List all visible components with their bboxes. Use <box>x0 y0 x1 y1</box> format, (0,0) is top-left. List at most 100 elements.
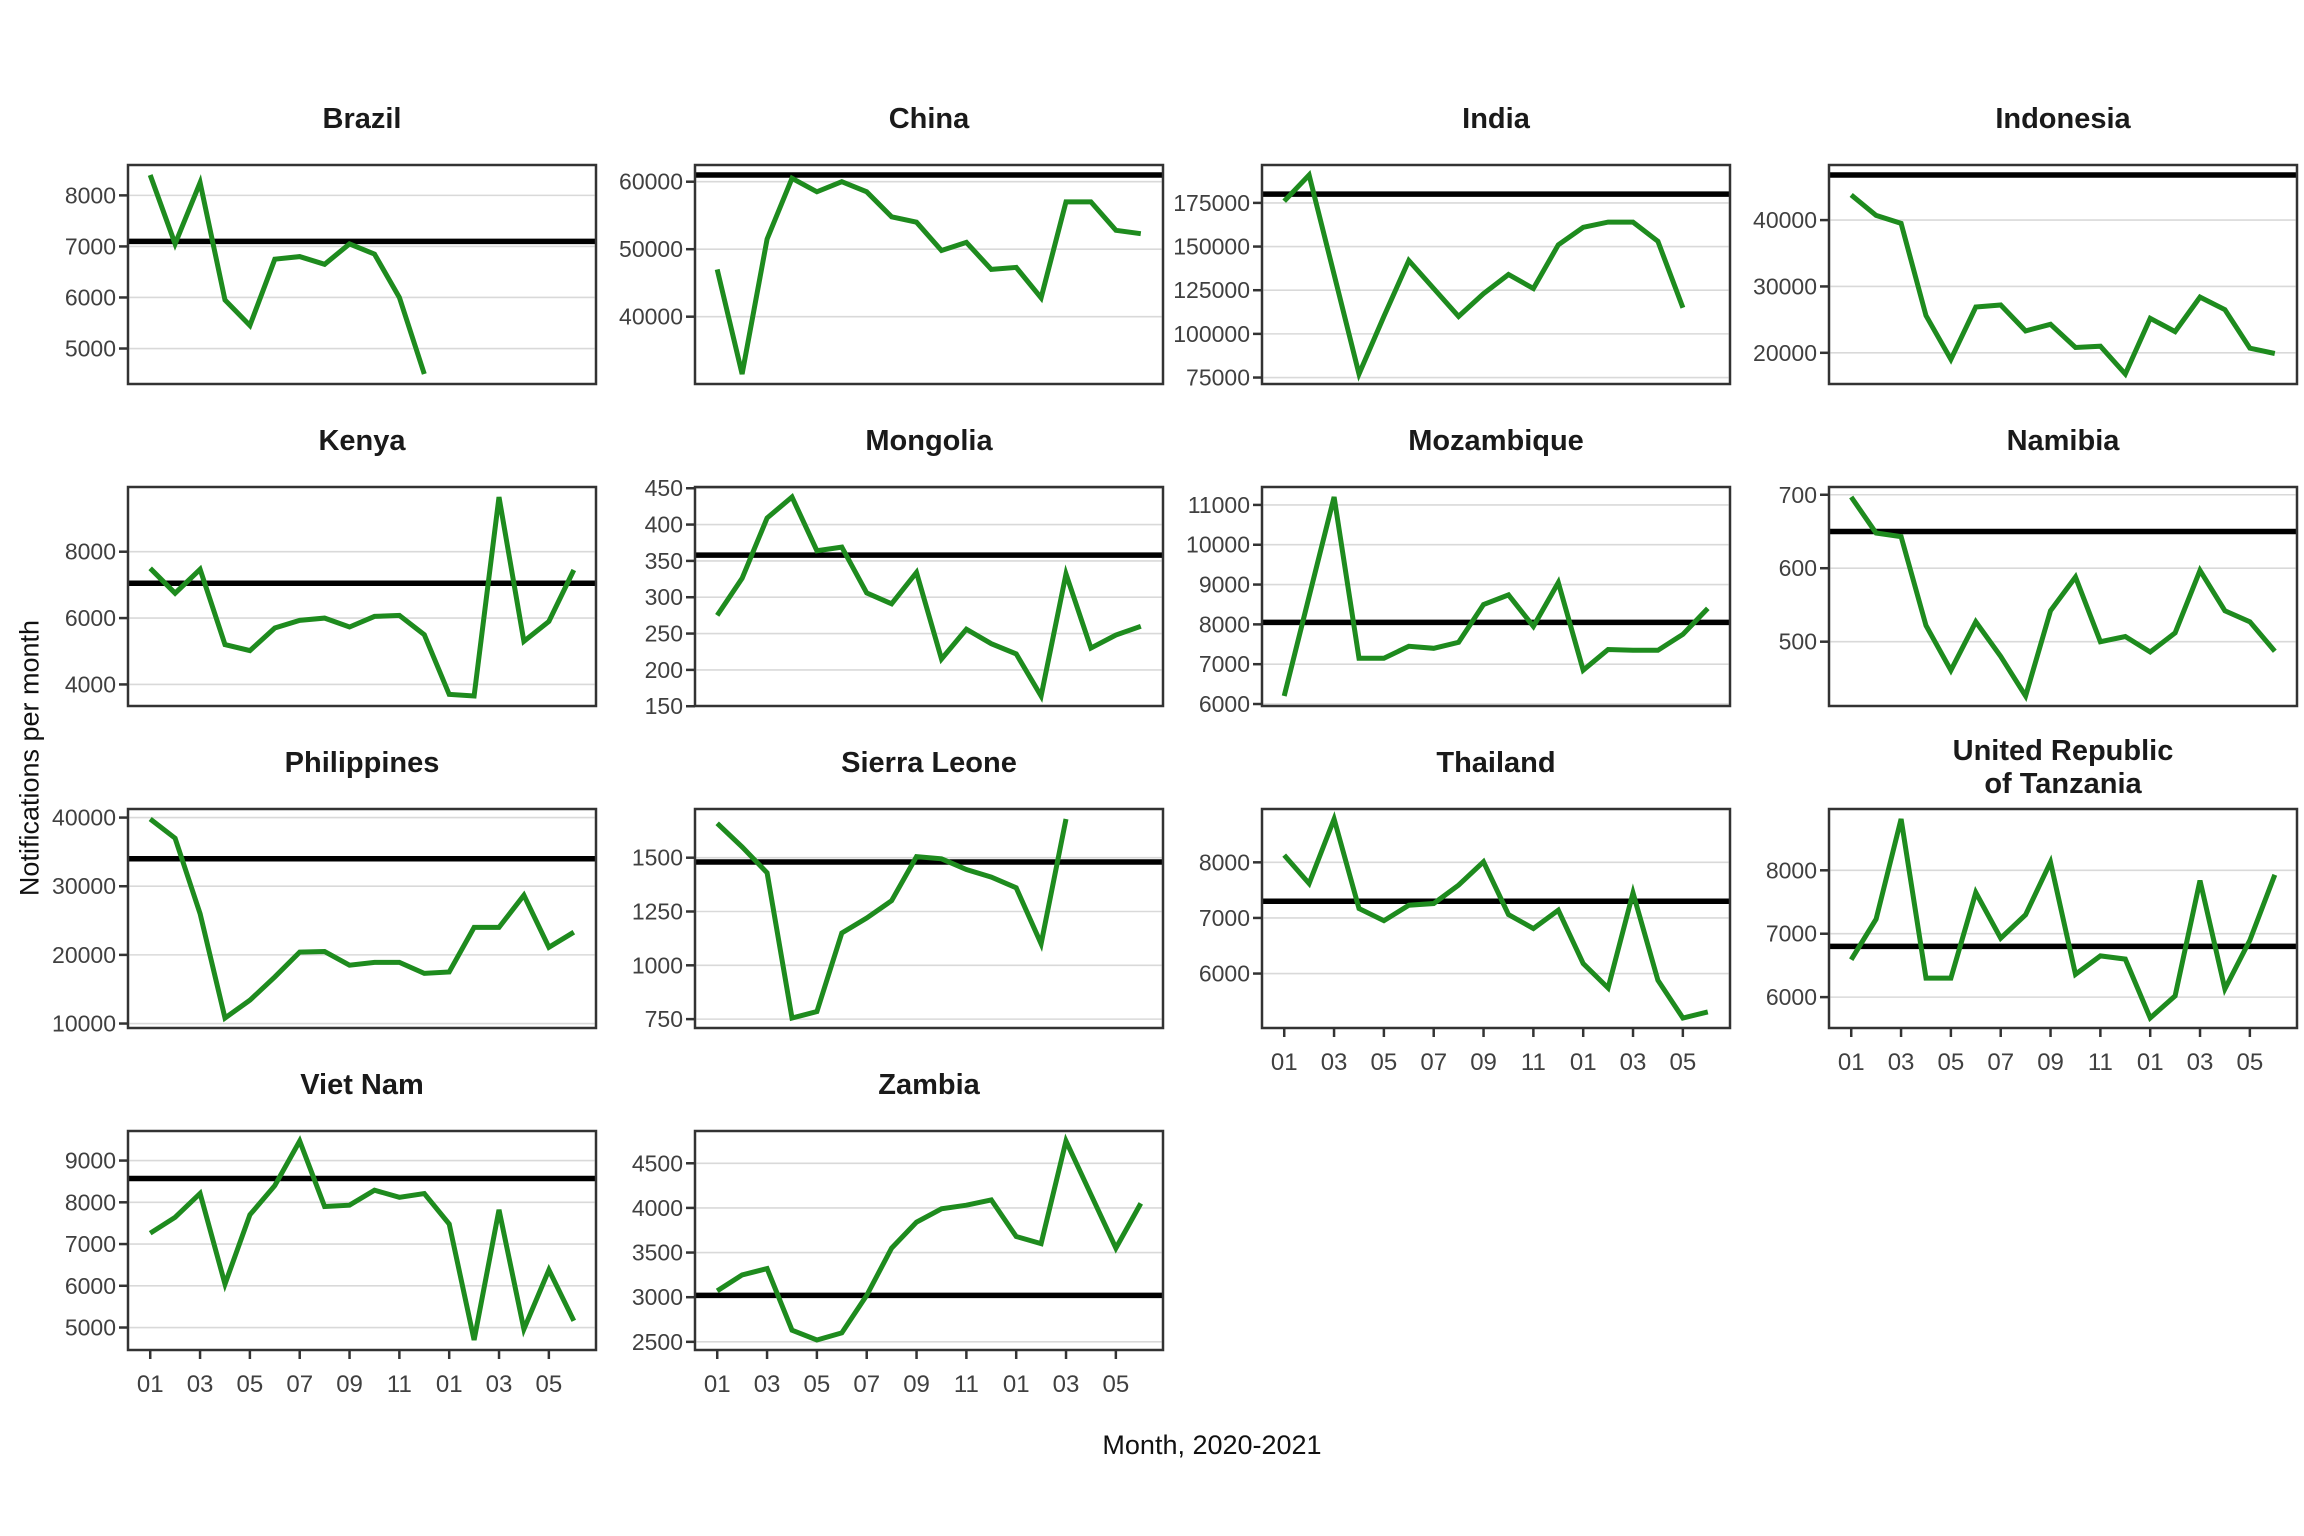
data-line <box>1281 496 1710 697</box>
panel-title: Kenya <box>318 425 406 457</box>
panel-border <box>693 485 1165 708</box>
y-tick-label: 6000 <box>1199 961 1250 987</box>
y-tick-label: 700 <box>1779 482 1817 508</box>
y-tick-label: 9000 <box>1199 572 1250 598</box>
y-tick-label: 6000 <box>65 605 116 631</box>
x-tick-label: 09 <box>1470 1049 1497 1076</box>
y-tick-label: 300 <box>645 584 683 610</box>
x-tick-label: 07 <box>853 1371 880 1398</box>
y-tick-label: 4000 <box>632 1195 683 1221</box>
y-tick-label: 60000 <box>619 169 683 195</box>
x-tick-label: 03 <box>754 1371 781 1398</box>
x-tick-label: 05 <box>1371 1049 1398 1076</box>
panel-title: Sierra Leone <box>841 747 1017 779</box>
y-tick-label: 5000 <box>65 1315 116 1341</box>
x-tick-label: 01 <box>704 1371 731 1398</box>
x-tick-label: 09 <box>2037 1049 2064 1076</box>
y-tick-label: 6000 <box>65 1273 116 1299</box>
y-tick-label: 8000 <box>1199 611 1250 637</box>
y-tick-label: 8000 <box>65 182 116 208</box>
panel-viet-nam: 9000 8000 7000 6000 5000 Viet Nam 01 03 05 07 09 11… <box>65 1069 598 1398</box>
y-tick-label: 150000 <box>1173 234 1250 260</box>
x-tick-label: 03 <box>1888 1049 1915 1076</box>
panel-border <box>1827 485 2299 708</box>
panel-title: Zambia <box>878 1069 980 1101</box>
y-tick-label: 8000 <box>1199 849 1250 875</box>
y-tick-label: 30000 <box>52 873 116 899</box>
panel-border <box>126 807 598 1030</box>
panel-title: Indonesia <box>1995 103 2131 135</box>
x-tick-label: 01 <box>436 1371 463 1398</box>
panel-title: Thailand <box>1436 747 1555 779</box>
x-tick-label: 11 <box>1521 1049 1546 1076</box>
panel-border <box>693 1129 1165 1352</box>
panel-border <box>1827 807 2299 1030</box>
y-tick-label: 4500 <box>632 1150 683 1176</box>
x-tick-label: 07 <box>1987 1049 2014 1076</box>
y-tick-label: 600 <box>1779 555 1817 581</box>
y-tick-label: 6000 <box>65 284 116 310</box>
y-tick-label: 11000 <box>1188 492 1250 518</box>
x-tick-label: 05 <box>1938 1049 1965 1076</box>
data-line <box>1849 495 2277 703</box>
y-tick-label: 10000 <box>52 1011 116 1037</box>
y-tick-label: 20000 <box>52 942 116 968</box>
y-tick-label: 150 <box>645 693 683 719</box>
y-tick-label: 2500 <box>632 1329 683 1355</box>
x-tick-label: 03 <box>1321 1049 1348 1076</box>
x-tick-label: 01 <box>2137 1049 2164 1076</box>
y-tick-label: 400 <box>645 512 683 538</box>
y-tick-label: 30000 <box>1753 273 1817 299</box>
y-tick-label: 200 <box>645 657 683 683</box>
y-tick-label: 1500 <box>632 845 683 871</box>
y-tick-label: 175000 <box>1173 190 1250 216</box>
panel-title: Philippines <box>285 747 440 779</box>
panel-philippines: 40000 30000 20000 10000 Philippines <box>52 747 598 1037</box>
panel-namibia: 700 600 500 Namibia <box>1779 425 2299 708</box>
panel-brazil: 8000 7000 6000 5000 Brazil <box>65 103 598 386</box>
x-tick-label: 05 <box>1103 1371 1130 1398</box>
panel-zambia: 4500 4000 3500 3000 2500 Zambia 01 03 05 07 09 11 01… <box>632 1069 1165 1398</box>
panel-title: United Republic <box>1953 735 2174 767</box>
data-line <box>148 817 576 1023</box>
x-tick-label: 01 <box>1570 1049 1597 1076</box>
panel-border <box>126 485 598 708</box>
x-tick-label: 03 <box>1053 1371 1080 1398</box>
x-tick-label: 05 <box>237 1371 264 1398</box>
panel-title: Mozambique <box>1408 425 1584 457</box>
data-line <box>715 492 1142 703</box>
y-tick-label: 3000 <box>632 1284 683 1310</box>
panel-title: Brazil <box>323 103 402 135</box>
x-tick-label: 05 <box>1670 1049 1697 1076</box>
y-tick-label: 50000 <box>619 236 683 262</box>
panel-border <box>693 163 1165 386</box>
x-tick-label: 01 <box>1271 1049 1298 1076</box>
data-line <box>1849 192 2276 379</box>
panel-title: India <box>1462 103 1531 135</box>
data-line <box>147 174 427 375</box>
panel-border <box>1827 163 2299 386</box>
y-tick-label: 450 <box>645 475 683 501</box>
y-tick-label: 500 <box>1779 629 1817 655</box>
panel-title: China <box>889 103 970 135</box>
panel-border <box>693 807 1165 1030</box>
data-line <box>715 1133 1143 1343</box>
x-tick-label: 03 <box>2187 1049 2214 1076</box>
x-tick-label: 11 <box>954 1371 979 1398</box>
panel-title: Mongolia <box>865 425 993 457</box>
y-tick-label: 1000 <box>632 952 683 978</box>
y-tick-label: 125000 <box>1173 277 1250 303</box>
panel-thailand: 8000 7000 6000 Thailand 01 03 05 07 09 11 01 03 05 <box>1199 747 1732 1076</box>
y-tick-label: 7000 <box>65 233 116 259</box>
data-line <box>148 1135 577 1341</box>
x-tick-label: 05 <box>536 1371 563 1398</box>
x-tick-label: 05 <box>804 1371 831 1398</box>
panel-china: 60000 50000 40000 China <box>619 103 1165 386</box>
panel-border <box>126 1129 598 1352</box>
data-line <box>1282 811 1709 1021</box>
y-tick-label: 8000 <box>65 1189 116 1215</box>
y-tick-label: 3500 <box>632 1240 683 1266</box>
x-tick-label: 09 <box>903 1371 930 1398</box>
y-tick-label: 8000 <box>1766 857 1817 883</box>
